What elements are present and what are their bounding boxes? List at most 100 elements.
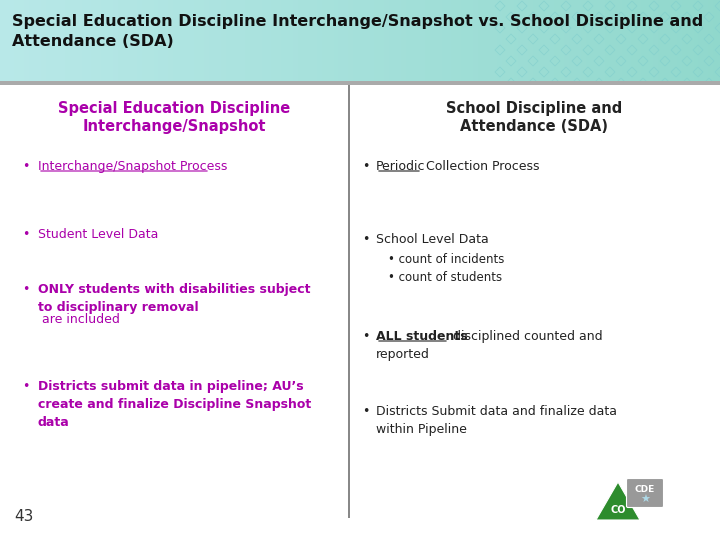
Bar (569, 0, 572, 82)
Bar (63, 0, 66, 82)
Bar (427, 0, 430, 82)
Bar (173, 0, 176, 82)
Bar (81, 0, 84, 82)
Bar (189, 0, 192, 82)
Bar (261, 0, 264, 82)
Bar (295, 0, 298, 82)
Bar (266, 0, 269, 82)
Bar (117, 0, 120, 82)
Bar (466, 0, 469, 82)
Bar (526, 0, 528, 82)
Bar (194, 0, 197, 82)
Bar (84, 0, 87, 82)
Bar (302, 0, 305, 82)
Bar (130, 0, 132, 82)
Bar (38, 0, 41, 82)
Bar (317, 0, 320, 82)
Text: Attendance (SDA): Attendance (SDA) (12, 34, 174, 49)
Bar (696, 0, 699, 82)
Bar (72, 0, 75, 82)
Bar (708, 0, 711, 82)
Bar (290, 0, 293, 82)
Bar (482, 0, 485, 82)
Bar (581, 0, 584, 82)
Bar (113, 0, 116, 82)
Bar (96, 0, 99, 82)
Bar (204, 0, 207, 82)
Bar (549, 0, 552, 82)
Bar (513, 0, 516, 82)
Bar (209, 0, 212, 82)
Text: are included: are included (38, 313, 120, 326)
Bar (624, 0, 627, 82)
Text: •: • (22, 283, 30, 296)
Bar (557, 0, 559, 82)
Bar (641, 0, 644, 82)
Text: ALL students: ALL students (376, 330, 467, 343)
Bar (156, 0, 159, 82)
Text: ★: ★ (640, 495, 650, 505)
Bar (197, 0, 199, 82)
Bar (521, 0, 523, 82)
Bar (230, 0, 233, 82)
Bar (348, 85, 349, 518)
Bar (468, 0, 471, 82)
Bar (672, 0, 675, 82)
Bar (454, 0, 456, 82)
Bar (360, 0, 363, 82)
Text: Interchange/Snapshot: Interchange/Snapshot (82, 119, 266, 134)
Bar (310, 0, 312, 82)
Bar (535, 0, 538, 82)
Bar (576, 0, 579, 82)
Bar (353, 0, 356, 82)
Bar (653, 0, 656, 82)
Text: ONLY students with disabilities subject
to disciplinary removal: ONLY students with disabilities subject … (38, 283, 310, 314)
Bar (324, 0, 327, 82)
Bar (103, 0, 106, 82)
Bar (238, 0, 240, 82)
Bar (516, 0, 519, 82)
Bar (629, 0, 631, 82)
Bar (58, 0, 60, 82)
Bar (115, 0, 118, 82)
Bar (48, 0, 51, 82)
Bar (636, 0, 639, 82)
Bar (14, 0, 17, 82)
Bar (538, 0, 541, 82)
Bar (269, 0, 271, 82)
Bar (691, 0, 694, 82)
Bar (53, 0, 55, 82)
Text: Attendance (SDA): Attendance (SDA) (460, 119, 608, 134)
Bar (456, 0, 459, 82)
Bar (185, 0, 188, 82)
Bar (293, 0, 296, 82)
Bar (77, 0, 80, 82)
Bar (329, 0, 332, 82)
Bar (523, 0, 526, 82)
Bar (144, 0, 147, 82)
Bar (333, 0, 336, 82)
Bar (312, 0, 315, 82)
Bar (585, 0, 588, 82)
Bar (583, 0, 586, 82)
Bar (693, 0, 696, 82)
Bar (216, 0, 219, 82)
Bar (182, 0, 185, 82)
Text: CO: CO (611, 505, 626, 515)
Bar (86, 0, 89, 82)
Bar (207, 0, 210, 82)
Bar (297, 0, 300, 82)
Text: 43: 43 (14, 509, 33, 524)
Bar (367, 0, 370, 82)
Bar (684, 0, 687, 82)
Bar (444, 0, 447, 82)
Bar (225, 0, 228, 82)
Bar (351, 0, 354, 82)
Bar (662, 0, 665, 82)
Bar (101, 0, 104, 82)
Bar (243, 0, 246, 82)
Bar (362, 0, 365, 82)
Bar (394, 0, 397, 82)
Bar (202, 0, 204, 82)
Bar (506, 0, 509, 82)
